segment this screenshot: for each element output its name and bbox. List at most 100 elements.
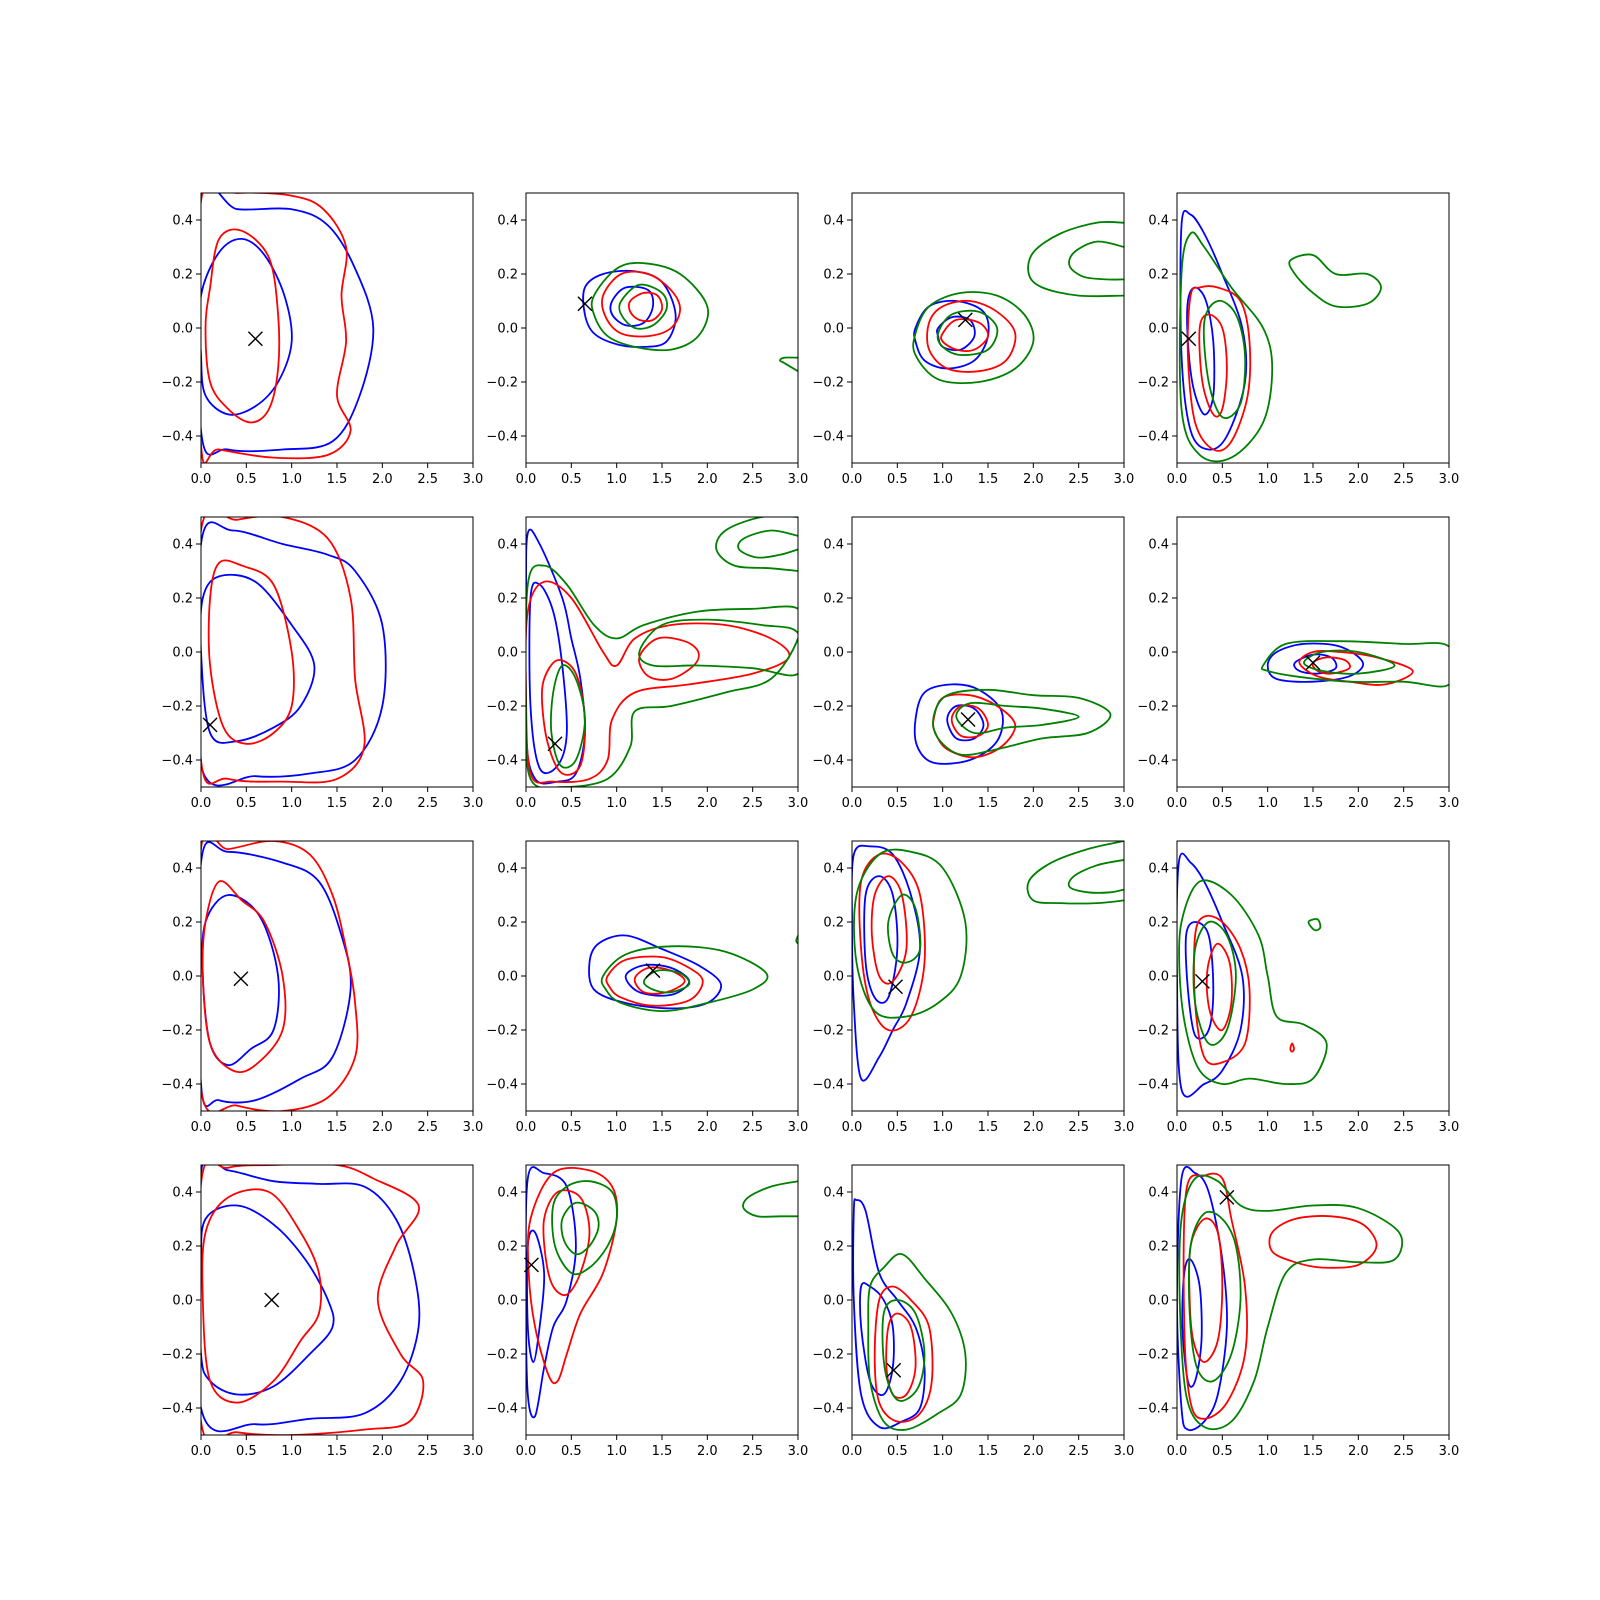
contour-line-b-2	[1181, 1258, 1203, 1388]
plot-area	[912, 221, 1124, 385]
y-tick-label: −0.4	[486, 754, 518, 769]
plot-area	[201, 193, 375, 463]
contour-line-g-5	[590, 262, 709, 352]
x-tick-label: 1.5	[1303, 1120, 1324, 1135]
y-tick-label: 0.4	[497, 1186, 518, 1201]
contour-line-g-5	[867, 1253, 967, 1431]
x-tick-label: 1.0	[281, 1120, 302, 1135]
plot-area	[1178, 209, 1382, 463]
contour-line-r-3	[201, 517, 366, 785]
contour-line-r-4	[201, 880, 287, 1074]
x-tick-label: 0.0	[191, 796, 212, 811]
panel-15: 0.0 0.5 1.0 1.5 2.0 2.5 3.0 −0.4 −0.2 0.0 0.2 0.4	[812, 1164, 1134, 1459]
panel-8: 0.0 0.5 1.0 1.5 2.0 2.5 3.0 −0.4 −0.2 0.0 0.2 0.4	[1137, 516, 1459, 811]
x-tick-label: 3.0	[788, 1120, 809, 1135]
contour-line-g-5	[600, 945, 769, 1012]
x-tick-label: 2.0	[697, 796, 718, 811]
y-tick-label: 0.4	[1148, 538, 1169, 553]
y-tick-label: −0.2	[486, 700, 518, 715]
x-tick-label: 3.0	[788, 472, 809, 487]
x-tick-label: 1.5	[1303, 1444, 1324, 1459]
panel-7: 0.0 0.5 1.0 1.5 2.0 2.5 3.0 −0.4 −0.2 0.0 0.2 0.4	[812, 516, 1135, 811]
x-tick-label: 0.5	[236, 1120, 257, 1135]
y-tick-label: 0.0	[823, 970, 844, 985]
x-tick-label: 0.5	[887, 472, 908, 487]
plot-area	[582, 262, 798, 372]
x-tick-label: 0.0	[516, 1444, 537, 1459]
x-tick-label: 2.0	[1023, 472, 1044, 487]
x-tick-label: 1.0	[932, 1444, 953, 1459]
contour-line-b-2	[201, 573, 316, 744]
x-tick-label: 1.5	[327, 1120, 348, 1135]
contour-line-g-5	[1178, 231, 1274, 463]
contour-line-g-6	[1178, 1174, 1404, 1431]
contour-line-b-1	[1177, 1165, 1228, 1432]
contour-line-r-3	[1193, 914, 1251, 1066]
y-tick-label: 0.0	[172, 1294, 193, 1309]
contour-line-r-4	[1198, 313, 1228, 418]
y-tick-label: −0.2	[812, 1024, 844, 1039]
contour-line-g-5	[551, 1180, 618, 1276]
x-tick-label: 1.0	[932, 1120, 953, 1135]
contour-line-g-5	[932, 688, 1112, 756]
y-tick-label: 0.2	[172, 268, 193, 283]
panel-3: 0.0 0.5 1.0 1.5 2.0 2.5 3.0 −0.4 −0.2 0.0 0.2 0.4	[812, 192, 1134, 487]
y-tick-label: 0.0	[497, 646, 518, 661]
contour-line-r-4	[201, 1188, 323, 1404]
y-tick-label: 0.0	[823, 322, 844, 337]
y-tick-label: 0.0	[172, 322, 193, 337]
x-tick-label: 2.5	[1068, 1120, 1089, 1135]
y-tick-label: 0.2	[1148, 916, 1169, 931]
contour-line-g-8	[1307, 918, 1322, 932]
contour-line-g-6	[936, 309, 999, 356]
contour-line-b-2	[528, 581, 568, 775]
x-tick-label: 2.0	[1023, 1120, 1044, 1135]
contour-line-b-1	[201, 1165, 421, 1433]
contour-line-r-3	[201, 193, 352, 463]
x-tick-label: 2.5	[742, 796, 763, 811]
contour-line-r-4	[885, 1312, 917, 1399]
contour-line-r-3	[858, 852, 926, 1032]
x-tick-label: 2.0	[1023, 1444, 1044, 1459]
contour-line-g-6	[642, 969, 691, 994]
y-tick-label: 0.2	[172, 592, 193, 607]
x-tick-label: 1.0	[281, 1444, 302, 1459]
y-tick-label: −0.2	[1137, 1024, 1169, 1039]
y-tick-label: −0.4	[486, 430, 518, 445]
x-tick-label: 1.5	[978, 1120, 999, 1135]
x-tick-label: 1.0	[281, 796, 302, 811]
x-tick-label: 0.0	[842, 796, 863, 811]
y-tick-label: 0.2	[497, 916, 518, 931]
contour-line-r-3	[526, 580, 791, 784]
y-tick-label: −0.4	[1137, 754, 1169, 769]
contour-line-g-8	[1067, 859, 1124, 894]
x-tick-label: 3.0	[788, 1444, 809, 1459]
x-tick-label: 0.0	[516, 1120, 537, 1135]
contour-line-r-3	[601, 270, 681, 338]
contour-line-g-7	[779, 356, 798, 372]
x-tick-label: 2.5	[1068, 472, 1089, 487]
x-tick-label: 3.0	[1114, 796, 1135, 811]
y-tick-label: 0.2	[1148, 592, 1169, 607]
contour-line-g-6	[887, 893, 922, 964]
x-tick-label: 1.5	[978, 796, 999, 811]
y-tick-label: 0.4	[172, 862, 193, 877]
contour-line-b-2	[1184, 921, 1215, 1040]
x-tick-label: 1.0	[606, 796, 627, 811]
x-marker	[547, 736, 563, 752]
x-tick-label: 2.5	[1393, 796, 1414, 811]
y-tick-label: 0.0	[1148, 1294, 1169, 1309]
x-tick-label: 0.5	[1212, 1120, 1233, 1135]
contour-line-r-3	[1298, 650, 1414, 686]
contour-line-r-4	[627, 291, 664, 322]
contour-line-b-2	[946, 704, 985, 742]
y-tick-label: −0.2	[812, 376, 844, 391]
contour-line-r-3	[201, 841, 359, 1111]
x-tick-label: 1.0	[932, 796, 953, 811]
x-tick-label: 3.0	[463, 1444, 484, 1459]
x-tick-label: 3.0	[1439, 1444, 1460, 1459]
x-tick-label: 0.5	[236, 472, 257, 487]
x-tick-label: 2.0	[1348, 1444, 1369, 1459]
y-tick-label: −0.4	[161, 1402, 193, 1417]
contour-line-r-4	[870, 875, 908, 985]
